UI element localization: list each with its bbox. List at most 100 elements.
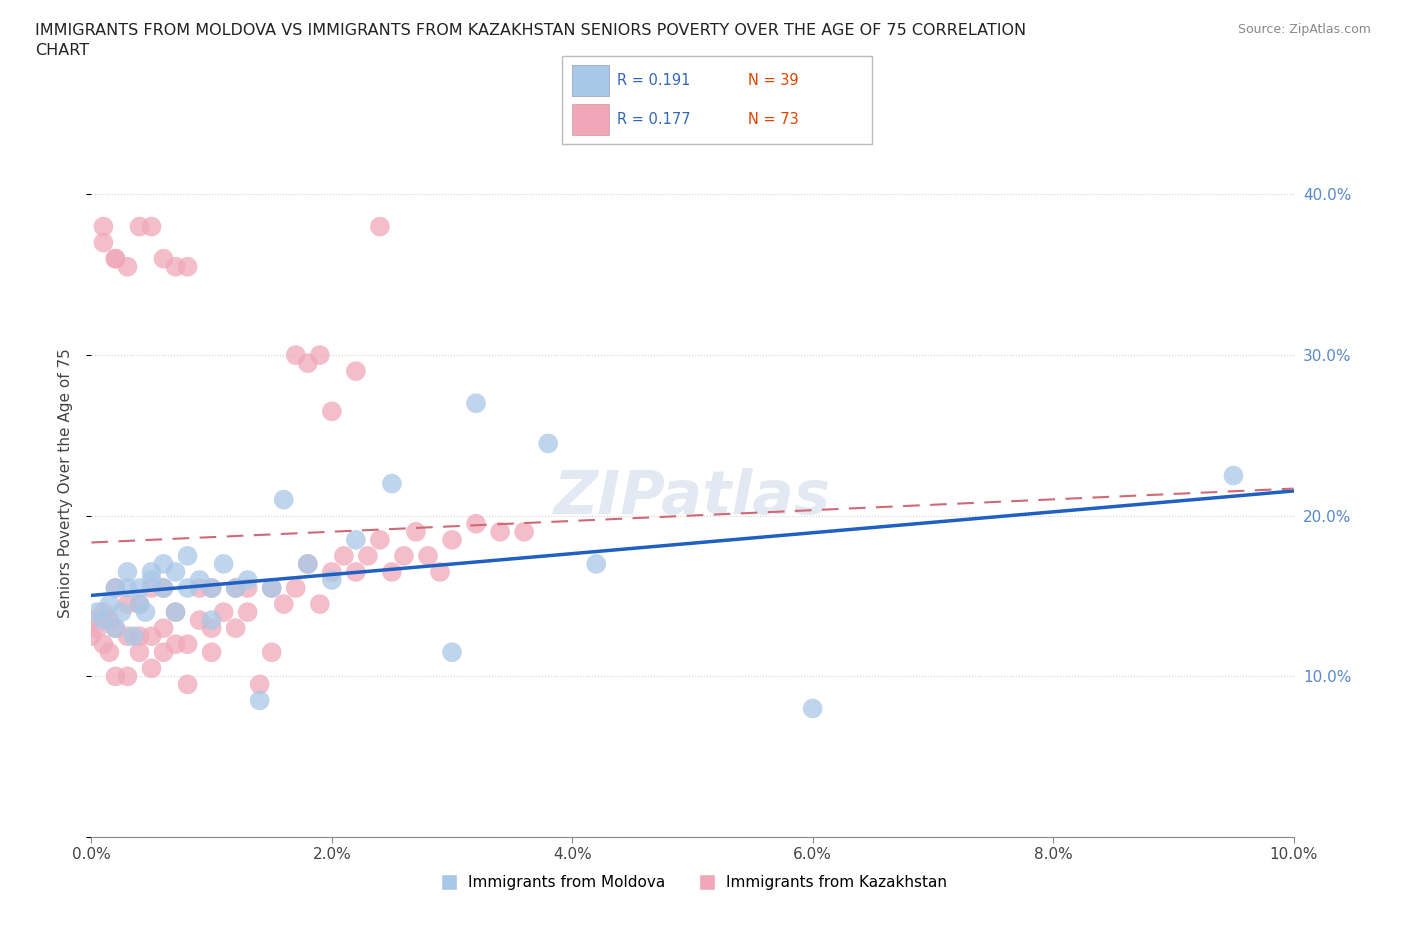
Point <box>284 580 307 595</box>
Point <box>321 573 343 588</box>
Point <box>225 580 247 595</box>
Point <box>1222 468 1244 483</box>
Point <box>80 613 103 628</box>
Point <box>201 613 224 628</box>
Point <box>357 549 380 564</box>
Point <box>141 219 163 234</box>
Point <box>236 580 259 595</box>
Point <box>128 580 150 595</box>
Point <box>122 629 145 644</box>
Point <box>308 348 330 363</box>
Point <box>212 604 235 619</box>
Bar <box>572 65 609 96</box>
Point <box>93 613 115 628</box>
Point <box>104 251 127 266</box>
Point <box>273 492 295 507</box>
Point <box>128 629 150 644</box>
Point <box>117 580 139 595</box>
Point <box>141 629 163 644</box>
Point <box>201 644 224 659</box>
Point <box>368 219 391 234</box>
Point <box>801 701 824 716</box>
Point <box>176 259 198 274</box>
Point <box>236 604 259 619</box>
Text: N = 39: N = 39 <box>748 73 799 87</box>
Point <box>212 556 235 571</box>
Point <box>128 219 150 234</box>
Point <box>392 549 415 564</box>
Text: ZIPatlas: ZIPatlas <box>554 468 831 527</box>
Point <box>117 597 139 612</box>
Text: R = 0.177: R = 0.177 <box>616 113 690 127</box>
Point <box>176 677 198 692</box>
Point <box>86 620 108 635</box>
Point <box>201 580 224 595</box>
Point <box>513 525 536 539</box>
Point <box>152 580 174 595</box>
Point <box>117 669 139 684</box>
Point <box>128 644 150 659</box>
Point <box>344 565 367 579</box>
Point <box>440 644 463 659</box>
Point <box>236 573 259 588</box>
Point <box>333 549 356 564</box>
Point <box>249 677 271 692</box>
Point <box>80 629 103 644</box>
Point <box>98 597 121 612</box>
Point <box>381 565 404 579</box>
Point <box>321 404 343 418</box>
Point <box>117 629 139 644</box>
Point <box>104 620 127 635</box>
Point <box>489 525 512 539</box>
Text: IMMIGRANTS FROM MOLDOVA VS IMMIGRANTS FROM KAZAKHSTAN SENIORS POVERTY OVER THE A: IMMIGRANTS FROM MOLDOVA VS IMMIGRANTS FR… <box>35 23 1026 58</box>
Point <box>188 580 211 595</box>
Point <box>297 556 319 571</box>
Point <box>260 580 283 595</box>
Point <box>201 580 224 595</box>
Point <box>141 565 163 579</box>
Text: N = 73: N = 73 <box>748 113 799 127</box>
Point <box>117 565 139 579</box>
Point <box>141 661 163 676</box>
Point <box>165 604 187 619</box>
Point <box>152 556 174 571</box>
Point <box>165 637 187 652</box>
FancyBboxPatch shape <box>562 56 872 144</box>
Point <box>368 532 391 547</box>
Text: R = 0.191: R = 0.191 <box>616 73 690 87</box>
Point <box>86 604 108 619</box>
Point <box>128 597 150 612</box>
Point <box>260 580 283 595</box>
Point <box>416 549 439 564</box>
Point <box>141 573 163 588</box>
Point <box>165 259 187 274</box>
Point <box>381 476 404 491</box>
Point <box>110 604 132 619</box>
Point <box>176 580 198 595</box>
Point <box>201 620 224 635</box>
Text: Source: ZipAtlas.com: Source: ZipAtlas.com <box>1237 23 1371 36</box>
Point <box>152 644 174 659</box>
Point <box>104 669 127 684</box>
Point <box>104 580 127 595</box>
Point <box>128 597 150 612</box>
Point <box>152 620 174 635</box>
Point <box>152 251 174 266</box>
Point <box>308 597 330 612</box>
Point <box>176 637 198 652</box>
Point <box>405 525 427 539</box>
Point <box>165 604 187 619</box>
Point <box>141 580 163 595</box>
Point <box>104 251 127 266</box>
Point <box>93 637 115 652</box>
Point <box>165 565 187 579</box>
Point <box>297 355 319 370</box>
Point <box>344 364 367 379</box>
Point <box>225 580 247 595</box>
Point <box>98 613 121 628</box>
Y-axis label: Seniors Poverty Over the Age of 75: Seniors Poverty Over the Age of 75 <box>58 349 73 618</box>
Point <box>537 436 560 451</box>
Point <box>188 573 211 588</box>
Point <box>225 620 247 635</box>
Point <box>585 556 607 571</box>
